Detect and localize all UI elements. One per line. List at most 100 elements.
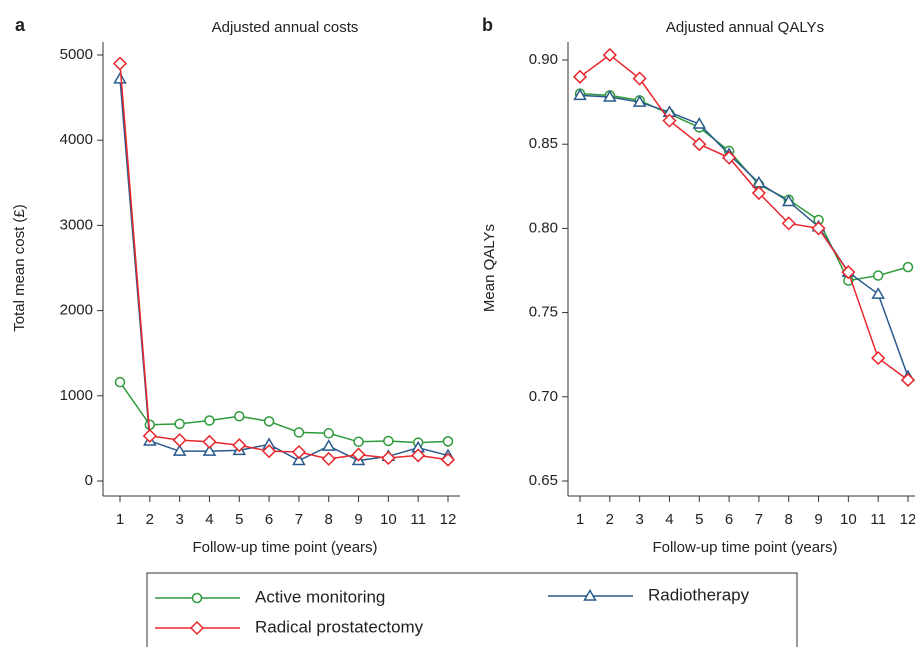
- data-point: [871, 351, 886, 366]
- y-tick-label: 0.75: [529, 304, 558, 321]
- data-point: [572, 69, 588, 84]
- data-point: [692, 116, 707, 129]
- x-tick-label: 5: [695, 511, 703, 528]
- data-point: [174, 418, 185, 430]
- data-point: [234, 410, 245, 422]
- data-point: [902, 261, 914, 273]
- data-point: [321, 451, 336, 466]
- x-tick-label: 3: [635, 511, 643, 528]
- y-tick-label: 0.70: [529, 388, 558, 405]
- data-point: [573, 88, 587, 101]
- legend-label: Radiotherapy: [648, 585, 750, 604]
- y-tick-label: 0.85: [529, 135, 558, 152]
- y-tick-label: 0: [85, 472, 93, 489]
- x-tick-label: 4: [665, 511, 673, 528]
- legend-label: Radical prostatectomy: [255, 617, 424, 636]
- panel-title: Adjusted annual costs: [212, 19, 359, 36]
- x-tick-label: 11: [410, 511, 426, 528]
- series-line: [119, 63, 449, 461]
- x-tick-label: 2: [606, 511, 614, 528]
- data-point: [411, 448, 426, 463]
- data-point: [353, 436, 364, 448]
- data-point: [751, 185, 766, 201]
- data-point: [442, 436, 454, 447]
- data-point: [381, 450, 396, 466]
- x-tick-label: 3: [175, 511, 183, 528]
- x-tick-label: 8: [325, 511, 333, 528]
- x-tick-label: 6: [265, 511, 273, 528]
- y-tick-label: 1000: [60, 387, 93, 404]
- y-tick-label: 2000: [60, 302, 93, 319]
- data-point: [262, 444, 277, 459]
- x-axis-label: Follow-up time point (years): [192, 539, 377, 556]
- series-line: [119, 381, 449, 444]
- y-tick-label: 0.90: [529, 51, 558, 68]
- legend-marker: [583, 589, 597, 601]
- data-point: [114, 376, 126, 388]
- data-point: [293, 427, 305, 438]
- data-point: [383, 435, 394, 447]
- x-tick-label: 9: [354, 511, 362, 528]
- data-point: [440, 452, 456, 467]
- data-point: [263, 416, 275, 427]
- data-point: [722, 150, 737, 165]
- y-axis-label: Mean QALYs: [481, 224, 498, 312]
- x-tick-label: 4: [205, 511, 213, 528]
- data-point: [321, 439, 336, 451]
- data-point: [632, 71, 647, 86]
- data-point: [692, 137, 707, 152]
- data-point: [781, 216, 796, 231]
- data-point: [113, 71, 127, 84]
- data-point: [603, 90, 617, 102]
- x-tick-label: 10: [840, 511, 857, 528]
- series-line: [579, 92, 909, 282]
- x-tick-label: 9: [814, 511, 822, 528]
- data-point: [172, 444, 187, 456]
- legend-box: [146, 572, 798, 647]
- x-axis-label: Follow-up time point (years): [652, 539, 837, 556]
- data-point: [172, 433, 187, 448]
- data-point: [291, 444, 306, 460]
- series-line: [579, 94, 909, 377]
- x-tick-label: 10: [380, 511, 397, 528]
- data-point: [292, 453, 306, 466]
- data-point: [811, 221, 826, 236]
- series-line: [119, 78, 449, 462]
- data-point: [202, 444, 217, 456]
- panel-title: Adjusted annual QALYs: [666, 19, 824, 36]
- y-tick-label: 0.80: [529, 219, 558, 236]
- x-tick-label: 7: [295, 511, 303, 528]
- x-tick-label: 8: [785, 511, 793, 528]
- data-point: [872, 270, 884, 281]
- data-point: [602, 47, 617, 63]
- data-point: [112, 56, 128, 71]
- data-point: [232, 438, 247, 453]
- data-point: [351, 447, 366, 462]
- legend-label: Active monitoring: [255, 587, 385, 606]
- legend-marker: [191, 592, 203, 604]
- data-point: [202, 434, 217, 449]
- data-point: [204, 415, 215, 426]
- data-point: [900, 372, 915, 388]
- data-point: [871, 287, 885, 299]
- x-tick-label: 11: [870, 511, 886, 528]
- legend-marker: [189, 620, 205, 636]
- x-tick-label: 1: [576, 511, 584, 528]
- y-tick-label: 0.65: [529, 472, 558, 489]
- y-tick-label: 5000: [60, 46, 93, 63]
- data-point: [323, 428, 334, 439]
- x-tick-label: 6: [725, 511, 733, 528]
- data-point: [841, 265, 856, 280]
- data-point: [632, 95, 647, 107]
- y-tick-label: 3000: [60, 216, 93, 233]
- panel-label: b: [482, 15, 493, 35]
- x-tick-label: 5: [235, 511, 243, 528]
- y-axis-label: Total mean cost (£): [11, 204, 28, 332]
- y-tick-label: 4000: [60, 131, 93, 148]
- x-tick-label: 12: [440, 511, 457, 528]
- data-point: [781, 194, 796, 207]
- data-point: [142, 428, 157, 443]
- x-tick-label: 1: [116, 511, 124, 528]
- x-tick-label: 12: [900, 511, 915, 528]
